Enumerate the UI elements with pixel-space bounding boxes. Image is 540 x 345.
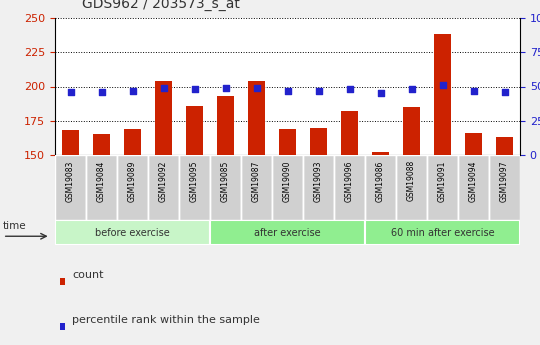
Text: GSM19085: GSM19085 bbox=[221, 160, 230, 201]
Bar bbox=[334, 155, 365, 220]
Bar bbox=[496, 137, 513, 155]
Bar bbox=[179, 155, 210, 220]
Point bbox=[252, 85, 261, 91]
Point bbox=[190, 87, 199, 92]
Bar bbox=[365, 155, 396, 220]
Text: GSM19091: GSM19091 bbox=[438, 160, 447, 201]
Bar bbox=[148, 155, 179, 220]
Text: GSM19089: GSM19089 bbox=[128, 160, 137, 201]
Bar bbox=[117, 155, 148, 220]
Text: after exercise: after exercise bbox=[254, 227, 321, 237]
Point bbox=[66, 89, 75, 95]
Point bbox=[438, 82, 447, 88]
Bar bbox=[155, 81, 172, 155]
Point bbox=[128, 88, 137, 93]
Bar bbox=[272, 155, 303, 220]
Text: 60 min after exercise: 60 min after exercise bbox=[390, 227, 494, 237]
Bar bbox=[403, 107, 420, 155]
Text: percentile rank within the sample: percentile rank within the sample bbox=[72, 315, 260, 325]
Point bbox=[314, 88, 323, 93]
Bar bbox=[434, 34, 451, 155]
Text: count: count bbox=[72, 270, 104, 280]
Text: GSM19086: GSM19086 bbox=[376, 160, 385, 201]
Point bbox=[283, 88, 292, 93]
Bar bbox=[365, 220, 520, 245]
Bar bbox=[210, 155, 241, 220]
Point bbox=[159, 85, 168, 91]
Bar bbox=[59, 323, 65, 330]
Point bbox=[221, 85, 230, 91]
Point bbox=[97, 89, 106, 95]
Text: GSM19093: GSM19093 bbox=[314, 160, 323, 202]
Text: GSM19083: GSM19083 bbox=[66, 160, 75, 201]
Text: GSM19095: GSM19095 bbox=[190, 160, 199, 202]
Text: GDS962 / 203573_s_at: GDS962 / 203573_s_at bbox=[82, 0, 240, 11]
Text: time: time bbox=[3, 221, 26, 231]
Text: before exercise: before exercise bbox=[95, 227, 170, 237]
Text: GSM19084: GSM19084 bbox=[97, 160, 106, 201]
Bar bbox=[241, 155, 272, 220]
Text: GSM19088: GSM19088 bbox=[407, 160, 416, 201]
Bar bbox=[489, 155, 520, 220]
Point bbox=[407, 87, 416, 92]
Bar bbox=[341, 111, 358, 155]
Bar bbox=[186, 106, 203, 155]
Bar bbox=[396, 155, 427, 220]
Text: GSM19094: GSM19094 bbox=[469, 160, 478, 202]
Bar bbox=[55, 155, 86, 220]
Text: GSM19097: GSM19097 bbox=[500, 160, 509, 202]
Point bbox=[469, 88, 478, 93]
Bar bbox=[93, 135, 110, 155]
Bar bbox=[124, 129, 141, 155]
Bar bbox=[248, 81, 265, 155]
Bar bbox=[210, 220, 365, 245]
Bar bbox=[59, 278, 65, 285]
Text: GSM19087: GSM19087 bbox=[252, 160, 261, 201]
Bar bbox=[427, 155, 458, 220]
Point bbox=[345, 87, 354, 92]
Text: GSM19090: GSM19090 bbox=[283, 160, 292, 202]
Bar bbox=[458, 155, 489, 220]
Bar bbox=[372, 152, 389, 155]
Bar bbox=[279, 129, 296, 155]
Bar bbox=[465, 133, 482, 155]
Text: GSM19092: GSM19092 bbox=[159, 160, 168, 201]
Point bbox=[376, 91, 385, 96]
Bar bbox=[310, 128, 327, 155]
Bar bbox=[86, 155, 117, 220]
Bar bbox=[62, 130, 79, 155]
Bar bbox=[217, 96, 234, 155]
Point bbox=[500, 89, 509, 95]
Bar bbox=[303, 155, 334, 220]
Text: GSM19096: GSM19096 bbox=[345, 160, 354, 202]
Bar bbox=[55, 220, 210, 245]
